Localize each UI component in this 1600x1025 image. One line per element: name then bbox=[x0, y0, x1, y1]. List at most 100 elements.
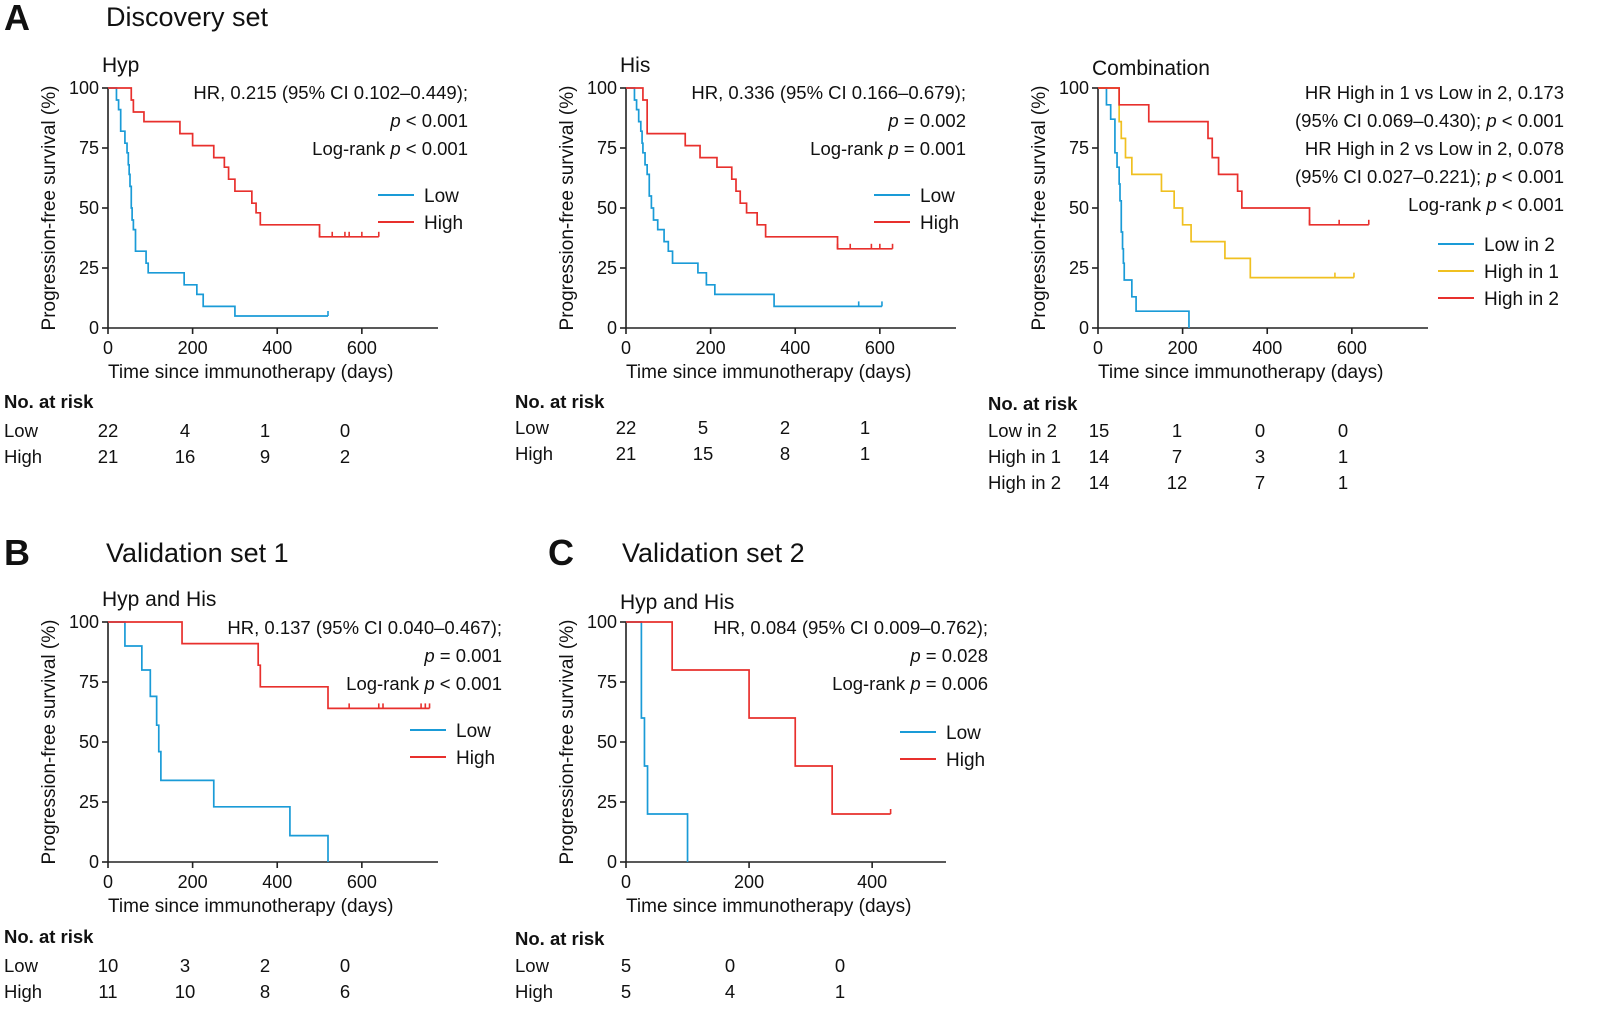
risk-count: 1 bbox=[1338, 446, 1348, 467]
set-title-discovery: Discovery set bbox=[106, 2, 269, 32]
risk-count: 0 bbox=[835, 955, 845, 976]
panel-letter-c: C bbox=[548, 532, 574, 573]
risk-row-label: High in 2 bbox=[988, 472, 1061, 493]
risk-table-title: No. at risk bbox=[988, 393, 1078, 414]
km-curve-low bbox=[626, 87, 882, 308]
y-tick-label: 25 bbox=[597, 258, 617, 278]
y-tick-label: 0 bbox=[89, 852, 99, 872]
risk-count: 5 bbox=[621, 981, 631, 1002]
risk-count: 14 bbox=[1089, 446, 1110, 467]
x-tick-label: 400 bbox=[1252, 338, 1282, 358]
stat-annotation-part: HR High in 2 vs Low in 2, 0.078 bbox=[1305, 138, 1564, 159]
stat-annotation: Log-rank p = 0.001 bbox=[810, 138, 966, 159]
stat-annotation-part: Log-rank bbox=[1408, 194, 1486, 215]
stat-annotation-part: Log-rank bbox=[346, 673, 424, 694]
stat-annotation-part: HR, 0.084 (95% CI 0.009–0.762); bbox=[713, 617, 988, 638]
stat-annotation: Log-rank p < 0.001 bbox=[312, 138, 468, 159]
plot-title-his: His bbox=[620, 54, 650, 77]
y-tick-label: 75 bbox=[1069, 138, 1089, 158]
stat-annotation: p = 0.001 bbox=[423, 645, 502, 666]
y-tick-label: 50 bbox=[79, 198, 99, 218]
x-tick-label: 600 bbox=[1337, 338, 1367, 358]
risk-count: 5 bbox=[698, 417, 708, 438]
y-tick-label: 50 bbox=[597, 198, 617, 218]
risk-table-title: No. at risk bbox=[515, 928, 605, 949]
x-tick-label: 0 bbox=[621, 338, 631, 358]
y-tick-label: 75 bbox=[79, 672, 99, 692]
stat-annotation-part: Log-rank bbox=[832, 673, 910, 694]
x-axis-label: Time since immunotherapy (days) bbox=[626, 362, 911, 383]
risk-count: 4 bbox=[725, 981, 735, 1002]
plot-title-combination: Combination bbox=[1092, 57, 1210, 80]
x-axis-label: Time since immunotherapy (days) bbox=[108, 896, 393, 917]
risk-count: 16 bbox=[175, 446, 196, 467]
risk-table-title: No. at risk bbox=[4, 391, 94, 412]
risk-count: 1 bbox=[260, 420, 270, 441]
x-tick-label: 0 bbox=[103, 338, 113, 358]
km-plot-hyp: Hyp 0 25 50 75 100 0 200 400 600 Time since immuno… bbox=[4, 54, 468, 467]
risk-row-label: Low bbox=[515, 417, 550, 438]
stat-annotation-part: < 0.001 bbox=[401, 110, 468, 131]
y-tick-label: 0 bbox=[607, 852, 617, 872]
risk-table-title: No. at risk bbox=[515, 391, 605, 412]
risk-count: 8 bbox=[260, 981, 270, 1002]
stat-annotation-part: p bbox=[887, 110, 898, 131]
risk-count: 22 bbox=[616, 417, 637, 438]
risk-count: 6 bbox=[340, 981, 350, 1002]
stat-annotation: HR High in 2 vs Low in 2, 0.078 bbox=[1305, 138, 1564, 159]
x-tick-label: 200 bbox=[696, 338, 726, 358]
km-curve-low-in-2 bbox=[1098, 87, 1190, 328]
risk-row-label: High bbox=[4, 446, 42, 467]
y-tick-label: 25 bbox=[1069, 258, 1089, 278]
y-tick-label: 0 bbox=[607, 318, 617, 338]
x-axis-label: Time since immunotherapy (days) bbox=[626, 896, 911, 917]
y-tick-label: 100 bbox=[1059, 78, 1089, 98]
risk-count: 3 bbox=[1255, 446, 1265, 467]
km-curve-high bbox=[626, 87, 893, 250]
legend-label: Low bbox=[456, 721, 491, 742]
legend-label: Low bbox=[946, 723, 981, 744]
set-title-validation-2: Validation set 2 bbox=[622, 538, 805, 568]
x-tick-label: 400 bbox=[857, 872, 887, 892]
risk-count: 4 bbox=[180, 420, 190, 441]
x-tick-label: 0 bbox=[103, 872, 113, 892]
set-title-validation-1: Validation set 1 bbox=[106, 538, 289, 568]
risk-count: 9 bbox=[260, 446, 270, 467]
y-axis-label: Progression-free survival (%) bbox=[39, 620, 60, 865]
y-tick-label: 0 bbox=[1079, 318, 1089, 338]
plot-title-val2: Hyp and His bbox=[620, 591, 734, 614]
stat-annotation-part: = 0.001 bbox=[899, 138, 966, 159]
risk-count: 21 bbox=[98, 446, 119, 467]
x-axis-label: Time since immunotherapy (days) bbox=[1098, 362, 1383, 383]
risk-row-label: Low in 2 bbox=[988, 420, 1057, 441]
risk-count: 1 bbox=[1172, 420, 1182, 441]
risk-count: 22 bbox=[98, 420, 119, 441]
risk-count: 21 bbox=[616, 443, 637, 464]
legend-label: High bbox=[424, 213, 463, 234]
legend-label: Low bbox=[424, 186, 459, 207]
y-tick-label: 100 bbox=[69, 78, 99, 98]
risk-row-label: High in 1 bbox=[988, 446, 1061, 467]
km-curve-low bbox=[626, 621, 689, 862]
stat-annotation-part: < 0.001 bbox=[401, 138, 468, 159]
stat-annotation-part: p bbox=[423, 645, 434, 666]
risk-count: 15 bbox=[1089, 420, 1110, 441]
x-tick-label: 400 bbox=[262, 872, 292, 892]
risk-table-title: No. at risk bbox=[4, 926, 94, 947]
stat-annotation-part: Log-rank bbox=[810, 138, 888, 159]
risk-count: 10 bbox=[175, 981, 196, 1002]
x-tick-label: 600 bbox=[347, 872, 377, 892]
km-curve-low bbox=[108, 621, 329, 862]
risk-count: 11 bbox=[98, 981, 117, 1002]
risk-count: 5 bbox=[621, 955, 631, 976]
x-tick-label: 400 bbox=[780, 338, 810, 358]
stat-annotation-part: < 0.001 bbox=[435, 673, 502, 694]
stat-annotation-part: < 0.001 bbox=[1497, 166, 1564, 187]
y-axis-label: Progression-free survival (%) bbox=[1029, 86, 1050, 331]
y-tick-label: 75 bbox=[597, 672, 617, 692]
y-tick-label: 75 bbox=[79, 138, 99, 158]
legend-label: Low bbox=[920, 186, 955, 207]
